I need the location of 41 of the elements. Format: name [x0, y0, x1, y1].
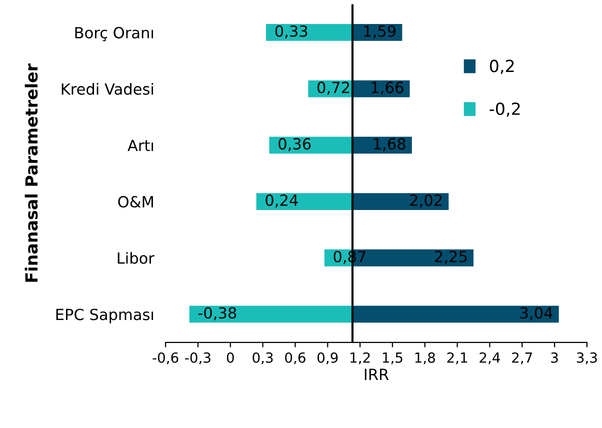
y-tick-label: Borç Oranı: [75, 26, 154, 42]
x-axis-title: IRR: [364, 368, 389, 380]
x-tick-label: 2,4: [480, 352, 500, 364]
legend-label: -0,2: [490, 102, 520, 117]
legend-label: 0,2: [490, 60, 514, 74]
data-label: 0,36: [278, 138, 311, 152]
data-label: 3,04: [520, 307, 552, 320]
data-label: 0,33: [275, 25, 308, 38]
x-tick-label: 3: [551, 352, 558, 363]
data-label: 1,66: [372, 82, 404, 95]
x-tick-label: 0: [226, 352, 234, 363]
x-tick-label: 1,8: [415, 352, 435, 364]
x-tick-label: 0,9: [318, 352, 338, 364]
x-tick-label: 3,3: [576, 352, 597, 364]
x-tick-label: 1,2: [350, 352, 370, 364]
x-tick-label: 2,7: [512, 352, 532, 364]
data-label: 1,59: [364, 25, 396, 38]
x-tick-label: -0,6: [152, 352, 178, 364]
x-tick-label: 0,6: [285, 352, 306, 364]
bar: [266, 24, 352, 41]
bar: [352, 193, 449, 210]
y-axis-title: Finanasal Parametreler: [24, 63, 38, 282]
bar: [269, 136, 352, 154]
y-tick-label: Artı: [128, 140, 154, 151]
x-tick-label: -0,3: [185, 352, 210, 364]
bar: [189, 306, 352, 323]
x-tick-label: 1,5: [382, 352, 402, 364]
bar: [256, 193, 352, 210]
x-tick-label: 2,1: [447, 352, 468, 364]
data-label: 2,25: [435, 250, 467, 264]
y-tick-label: Libor: [118, 252, 154, 264]
data-label: -0,38: [198, 307, 236, 320]
y-tick-label: Kredi Vadesi: [62, 83, 154, 95]
y-tick-label: O&M: [118, 196, 153, 208]
y-tick-label: EPC Sapması: [56, 308, 154, 324]
data-label: 2,02: [410, 194, 442, 208]
data-label: 0,72: [318, 82, 349, 95]
bar: [352, 306, 559, 323]
data-label: 0,24: [266, 194, 298, 208]
data-label: 1,68: [374, 138, 406, 152]
x-tick-label: 0,3: [252, 352, 273, 364]
